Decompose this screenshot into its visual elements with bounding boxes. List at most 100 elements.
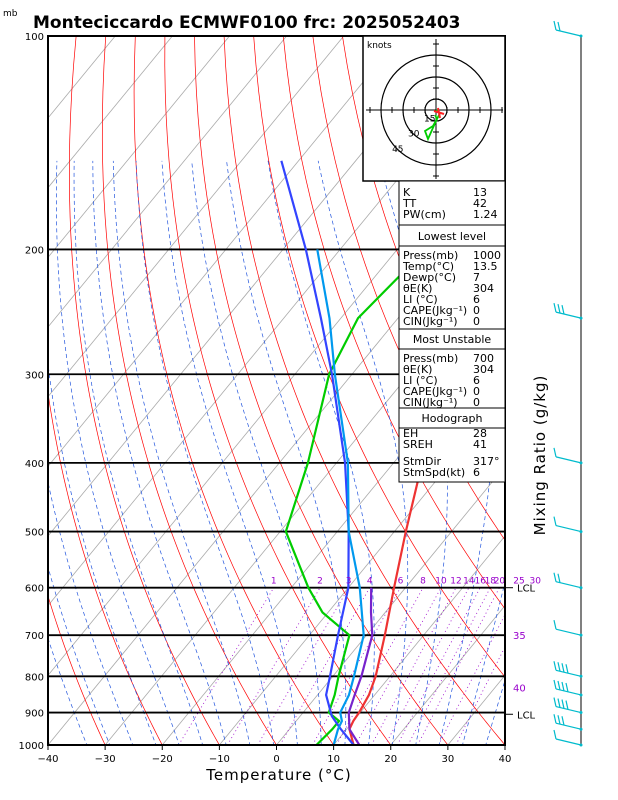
table-box: [398, 407, 506, 483]
right-annotations: LCL 35 40 LCL: [505, 584, 536, 721]
wind-barb-shaft: [555, 581, 582, 589]
wind-barb-flag: [557, 573, 561, 583]
wind-barb-shaft: [555, 628, 582, 636]
mixing-ratio-line: [355, 587, 442, 745]
lowest-level-label: CAPE(Jkg⁻¹): [403, 304, 467, 317]
mixing-ratio-label: 18: [485, 577, 497, 587]
lowest-level-heading: Lowest level: [418, 230, 486, 243]
x-tick-label: 40: [499, 754, 512, 765]
wind-barb-shaft: [555, 456, 582, 464]
table-box: [398, 180, 506, 226]
mixing-ratio-label: 10: [435, 577, 447, 587]
moist-adiabat-label: 35: [513, 631, 526, 642]
index-value: 13: [473, 186, 487, 199]
y-tick-label: 200: [25, 245, 44, 256]
hodograph-table-value: 6: [473, 466, 480, 479]
wind-profile: [553, 20, 583, 747]
wind-barb-shaft: [555, 524, 582, 533]
wind-barb-flag: [553, 447, 557, 457]
x-axis-ticks: −40 −30 −20 −10 0 10 20 30 40: [37, 745, 511, 765]
mixing-ratio-label: 3: [346, 577, 352, 587]
y-tick-label: 100: [25, 32, 44, 43]
hodograph-table-value: 28: [473, 427, 487, 440]
lowest-level-label: Press(mb): [403, 249, 458, 262]
wind-barb-shaft: [555, 29, 582, 37]
mixing-ratio-label: 4: [367, 577, 373, 587]
lowest-level-value: 0: [473, 304, 480, 317]
mixing-ratio-label: 25: [513, 577, 524, 587]
most-unstable-heading: Most Unstable: [413, 333, 492, 346]
wind-barb-flag: [553, 679, 557, 690]
dry-adiabat-line: [609, 36, 618, 760]
mixing-ratio-label: 16: [474, 577, 486, 587]
mixing-ratio-label: 20: [494, 577, 506, 587]
moist-adiabat-line: [112, 160, 251, 745]
wind-barb-flag: [561, 681, 565, 692]
most-unstable-label: CAPE(Jkg⁻¹): [403, 385, 467, 398]
isotherm-line: [276, 465, 505, 745]
moist-adiabat-line: [56, 160, 180, 745]
dry-adiabat-line: [579, 36, 618, 760]
hodograph-unit-label: knots: [367, 41, 392, 51]
x-tick-label: −20: [152, 754, 173, 765]
wind-barb-flag: [557, 680, 561, 691]
wind-barb-flag: [553, 303, 557, 313]
lcl-label: LCL: [517, 710, 536, 721]
x-axis-title: Temperature (°C): [205, 766, 351, 784]
table-box: [398, 328, 506, 409]
x-tick-label: −30: [95, 754, 116, 765]
virtual-profile-line: [347, 587, 374, 745]
mixing-ratio-line: [178, 587, 275, 745]
lowest-level-label: Dewp(°C): [403, 271, 456, 284]
mixing-ratio-label: 8: [420, 577, 426, 587]
dry-adiabat-line: [490, 36, 505, 84]
isotherm-line: [48, 187, 505, 745]
isotherm-line: [219, 396, 505, 745]
index-tables: K 13 TT 42 PW(cm) 1.24 Lowest level Press(mb) 10…: [398, 180, 506, 483]
wind-barb-flag: [561, 305, 565, 315]
dry-adiabat-line: [312, 36, 505, 541]
y-tick-label: 800: [25, 672, 44, 683]
profile-lines: [280, 160, 505, 745]
dry-adiabat-line: [223, 36, 505, 745]
moist-adiabat-line: [48, 565, 111, 745]
isotherm-line: [48, 36, 116, 119]
wetbulb-profile-line: [316, 249, 365, 745]
most-unstable-label: θE(K): [403, 363, 432, 376]
wind-barb-flag: [561, 699, 565, 709]
mixing-ratio-line: [257, 587, 350, 745]
wind-barb-flag: [557, 698, 561, 708]
wind-barb-flag: [553, 697, 557, 707]
y-tick-label: 300: [25, 370, 44, 381]
wind-barb-flag: [553, 20, 557, 31]
most-unstable-value: 304: [473, 363, 494, 376]
most-unstable-value: 700: [473, 352, 494, 365]
hodograph-ring-label: 45: [392, 145, 403, 155]
lowest-level-value: 13.5: [473, 260, 498, 273]
dry-adiabat-line: [194, 36, 449, 745]
mixing-ratio-line: [336, 587, 424, 745]
mixing-ratio-label: 30: [530, 577, 542, 587]
wind-barb-flag: [553, 620, 557, 630]
lowest-level-label: Temp(°C): [402, 260, 454, 273]
most-unstable-value: 0: [473, 396, 480, 409]
lowest-level-value: 304: [473, 282, 494, 295]
wind-barb-flag: [561, 663, 565, 673]
moist-adiabat-line: [73, 160, 204, 745]
moist-adiabat-line: [48, 637, 88, 745]
moist-adiabat-line: [92, 160, 227, 745]
index-label: PW(cm): [403, 208, 446, 221]
most-unstable-label: Press(mb): [403, 352, 458, 365]
dewpoint-profile-line: [284, 174, 505, 745]
isotherm-line: [48, 36, 402, 467]
parcel-profile-line: [280, 160, 355, 745]
hodograph-table-value: 317°: [473, 455, 500, 468]
moist-adiabat-line: [267, 160, 375, 745]
wind-barb-shaft: [555, 738, 582, 746]
moist-adiabat-line: [135, 160, 274, 745]
x-tick-label: 0: [273, 754, 279, 765]
mixing-ratio-line: [438, 613, 505, 745]
dry-adiabat-line: [550, 36, 618, 760]
